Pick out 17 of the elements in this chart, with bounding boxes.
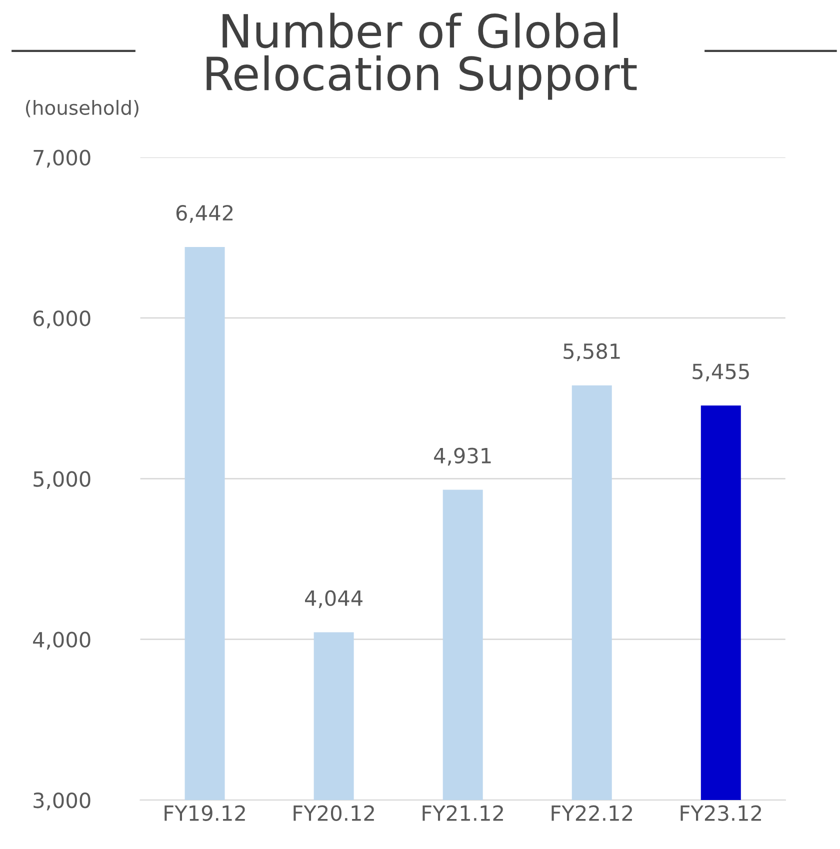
data-label: 5,455 <box>692 364 749 382</box>
y-tick-label: 6,000 <box>33 310 90 328</box>
data-label: 6,442 <box>176 204 233 223</box>
y-tick-label: 7,000 <box>34 150 90 168</box>
chart-title: Number of Global Relocation Support <box>206 12 637 100</box>
y-tick-label: 4,000 <box>33 632 90 650</box>
data-label: 4,931 <box>434 448 491 466</box>
y-tick-label: 3,000 <box>34 792 90 810</box>
x-tick-label: FY23.12 <box>680 805 761 821</box>
y-tick-label: 5,000 <box>34 471 90 490</box>
data-label: 5,581 <box>564 343 620 362</box>
x-tick-label: FY21.12 <box>422 805 503 821</box>
x-tick-label: FY22.12 <box>552 805 632 821</box>
x-tick-label: FY19.12 <box>164 805 245 821</box>
data-label: 4,044 <box>305 590 362 608</box>
x-tick-label: FY20.12 <box>294 805 374 821</box>
y-axis-title: (household) <box>26 100 138 118</box>
